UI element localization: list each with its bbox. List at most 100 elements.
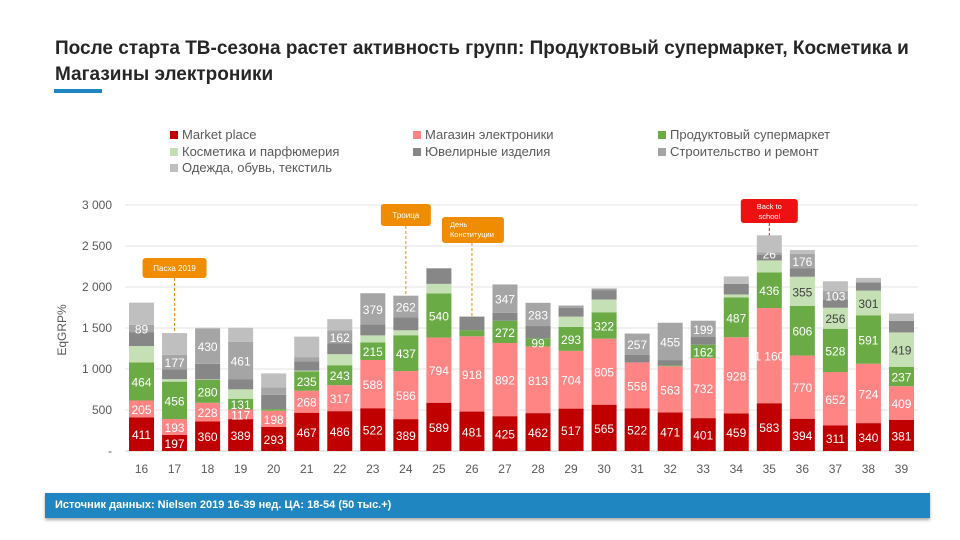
legend-item: Ювелирные изделия	[413, 144, 550, 159]
bar-segment	[393, 330, 419, 336]
x-tick-label: 35	[763, 462, 777, 476]
data-label: 522	[627, 424, 647, 438]
data-label: 176	[792, 255, 812, 269]
data-label: 293	[264, 433, 284, 447]
bar-segment	[360, 335, 386, 343]
x-tick-label: 26	[465, 462, 479, 476]
x-tick-label: 39	[895, 462, 909, 476]
bar-segment	[756, 403, 782, 451]
data-label: 467	[297, 426, 317, 440]
data-label: 199	[693, 323, 713, 337]
bar-segment	[195, 327, 221, 329]
legend-label: Косметика и парфюмерия	[182, 143, 340, 159]
data-label: 770	[792, 381, 812, 395]
legend-item: Строительство и ремонт	[658, 144, 819, 159]
bar-segment	[228, 327, 254, 342]
data-label: 162	[330, 331, 350, 345]
y-tick-label: 1 000	[82, 362, 112, 376]
data-label: 283	[528, 308, 548, 322]
bar-segment	[294, 370, 320, 372]
annotation-box	[441, 217, 504, 243]
data-label: 481	[462, 425, 482, 439]
bar-segment	[657, 360, 683, 366]
bar-segment	[492, 416, 518, 451]
annotation-box	[142, 258, 207, 278]
bar-segment	[822, 281, 848, 292]
data-label: 215	[363, 345, 383, 359]
bar-segment	[723, 276, 749, 284]
data-label: 205	[132, 403, 152, 417]
legend-label: Строительство и ремонт	[670, 143, 819, 159]
data-label: 262	[396, 300, 416, 314]
data-label: 228	[198, 406, 218, 420]
bar-segment	[624, 362, 650, 409]
bar-segment	[558, 408, 584, 451]
bar-segment	[261, 387, 287, 395]
bar-segment	[294, 361, 320, 371]
bar-segment	[195, 402, 221, 422]
bar-segment	[789, 305, 815, 356]
x-tick-label: 34	[730, 462, 744, 476]
data-label: 340	[858, 431, 878, 445]
bar-segment	[360, 359, 386, 409]
bar-segment	[195, 363, 221, 380]
bar-segment	[228, 419, 254, 451]
data-label: 430	[198, 340, 218, 354]
data-label: 522	[363, 424, 383, 438]
data-label: 456	[165, 394, 185, 408]
x-tick-label: 30	[597, 462, 611, 476]
bar-segment	[459, 330, 485, 337]
data-label: 411	[132, 428, 151, 442]
data-label: 1 160	[754, 350, 784, 364]
source-text: Источник данных: Nielsen 2019 16-39 нед.…	[55, 499, 392, 511]
bar-segment	[657, 322, 683, 361]
bar-segment	[360, 324, 386, 336]
y-tick-label: 500	[92, 403, 112, 417]
data-label: 117	[231, 408, 250, 422]
legend-swatch	[170, 147, 178, 156]
bar-segment	[624, 408, 650, 451]
bar-segment	[393, 335, 419, 372]
data-label: 565	[594, 422, 614, 436]
x-tick-label: 19	[234, 462, 248, 476]
bar-segment	[294, 357, 320, 362]
bar-segment	[327, 319, 353, 331]
bar-segment	[525, 302, 551, 327]
bar-segment	[129, 324, 155, 333]
bar-segment	[393, 419, 419, 451]
data-label: 103	[825, 289, 845, 303]
data-label: 892	[495, 374, 515, 388]
slide-title: После старта ТВ-сезона растет активность…	[55, 38, 909, 85]
y-axis-label: EqGRP%	[55, 304, 69, 356]
bar-segment	[492, 320, 518, 344]
data-label: 464	[132, 375, 152, 389]
legend-swatch	[413, 147, 421, 156]
bar-segment	[360, 408, 386, 451]
y-tick-label: 1 500	[82, 321, 112, 335]
data-label: 918	[462, 368, 482, 382]
bar-segment	[426, 268, 452, 284]
x-tick-label: 17	[168, 462, 182, 476]
data-label: 272	[495, 326, 515, 340]
bar-segment	[822, 307, 848, 329]
data-label: 193	[165, 421, 185, 435]
data-label: 419	[891, 344, 911, 358]
bar-segment	[129, 400, 155, 418]
bar-segment	[558, 326, 584, 351]
data-label: 301	[858, 297, 878, 311]
bar-segment	[360, 293, 386, 325]
bar-segment	[327, 385, 353, 412]
x-tick-label: 25	[432, 462, 446, 476]
data-label: 394	[792, 429, 812, 443]
bar-segment	[228, 409, 254, 420]
bar-segment	[294, 336, 320, 358]
bar-segment	[525, 413, 551, 451]
x-tick-label: 32	[664, 462, 678, 476]
bar-segment	[129, 302, 155, 325]
bar-segment	[129, 417, 155, 451]
bar-segment	[657, 412, 683, 451]
data-label: 177	[165, 356, 185, 370]
bar-segment	[228, 341, 254, 380]
bar-segment	[756, 235, 782, 253]
legend-swatch	[658, 147, 666, 156]
